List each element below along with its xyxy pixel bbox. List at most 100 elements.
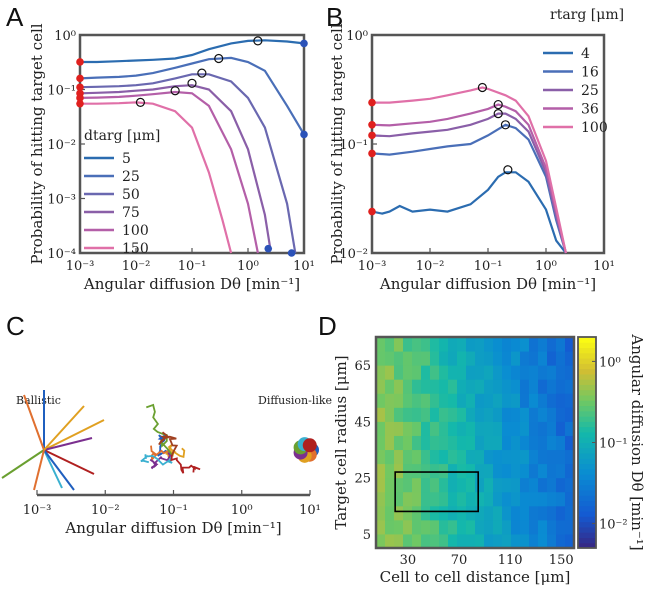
heatmap-cell [529,449,539,465]
heatmap-cell [520,477,530,493]
heatmap-cell [565,421,575,436]
heatmap-cell [565,379,575,394]
x-axis-label: Angular diffusion Dθ [min⁻¹] [64,519,281,537]
x-tick-label: 10⁰ [231,503,253,518]
heatmap-cell [403,407,413,422]
heatmap-cell [475,435,485,451]
heatmap-cell [385,491,395,507]
colorbar-segment [578,511,596,517]
heatmap-cell [529,491,539,507]
colorbar-segment [578,363,596,370]
heatmap-cell [412,351,422,366]
heatmap-cell [493,379,503,394]
series-line [80,101,233,254]
heatmap-cell [439,337,449,352]
heatmap-cell [484,421,494,436]
heatmap-cell [403,505,413,521]
heatmap-cell [529,379,539,394]
heatmap-cell [439,477,449,493]
heatmap-cell [457,379,467,394]
heatmap-cell [412,379,422,394]
heatmap-cell [376,393,386,408]
y-tick-label: 25 [354,472,371,487]
heatmap-cell [448,491,458,507]
colorbar-segment [578,410,596,417]
heatmap-cell [376,379,386,394]
heatmap-cell [538,505,548,521]
plot-frame [374,335,576,550]
heatmap-cell [439,365,449,380]
legend-title: rtarg [μm] [550,7,624,23]
heatmap-cell [484,435,494,451]
heatmap-cell [394,337,404,352]
heatmap-cell [412,435,422,451]
heatmap-cell [457,463,467,479]
heatmap-cell [466,435,476,451]
heatmap-cell [493,393,503,408]
heatmap-cell [565,463,575,479]
heatmap-cell [448,435,458,451]
heatmap-cell [385,421,395,436]
heatmap-cell [556,351,566,366]
heatmap-cell [457,351,467,366]
legend-title: dtarg [μm] [84,128,160,144]
heatmap-cell [475,379,485,394]
heatmap-cell [385,351,395,366]
heatmap-cell [385,365,395,380]
series-line [79,73,297,254]
heatmap-cell [403,533,413,549]
heatmap-cell [466,379,476,394]
heatmap-cell [547,351,557,366]
heatmap-cell [511,337,521,352]
x-axis-label: Angular diffusion Dθ [min⁻¹] [379,275,596,293]
heatmap-cell [421,491,431,507]
x-axis-label: Angular diffusion Dθ [min⁻¹] [83,275,300,293]
heatmap-cell [493,337,503,352]
colorbar-segment [578,437,596,443]
heatmap-cell [538,337,548,352]
heatmap-cell [448,463,458,479]
heatmap-cell [385,435,395,451]
panel-c-chart: 10⁻³ 10⁻² 10⁻¹ 10⁰ 10¹ Angular diffusion Dθ [… [1,390,332,537]
heatmap-cell [376,351,386,366]
heatmap-cell [439,463,449,479]
heatmap-cell [448,449,458,465]
heatmap-cell [385,449,395,465]
trajectory-ballistic [43,449,63,489]
heatmap-cell [394,463,404,479]
heatmap-cell [439,393,449,408]
heatmap-cell [547,435,557,451]
heatmap-cell [385,463,395,479]
trajectory-ballistic [43,437,93,451]
heatmap-cell [565,435,575,451]
heatmap-cell [529,435,539,451]
heatmap-cell [511,463,521,479]
heatmap-cell [547,505,557,521]
panel-letter-c: C [6,311,25,341]
heatmap-cell [529,421,539,436]
heatmap-cell [475,421,485,436]
end-point-dot [300,130,308,139]
heatmap-cell [385,477,395,493]
legend-label: 25 [122,169,140,185]
heatmap-cell [556,491,566,507]
heatmap-cell [412,519,422,535]
heatmap-cell [448,365,458,380]
heatmap-cell [448,519,458,535]
x-tick-label: 30 [400,553,417,568]
heatmap-cell [421,435,431,451]
heatmap-cell [430,505,440,521]
heatmap-cell [484,351,494,366]
colorbar-segment [578,505,596,512]
heatmap-cell [412,463,422,479]
heatmap-cell [520,393,530,408]
trajectory-intermediate [145,403,173,456]
heatmap-cell [475,407,485,422]
y-axis-label: Probability of hitting target cell [328,23,346,264]
heatmap-cell [439,491,449,507]
heatmap-cell [421,365,431,380]
heatmap-cell [502,365,512,380]
heatmap-cell [466,365,476,380]
heatmap-cell [547,519,557,535]
